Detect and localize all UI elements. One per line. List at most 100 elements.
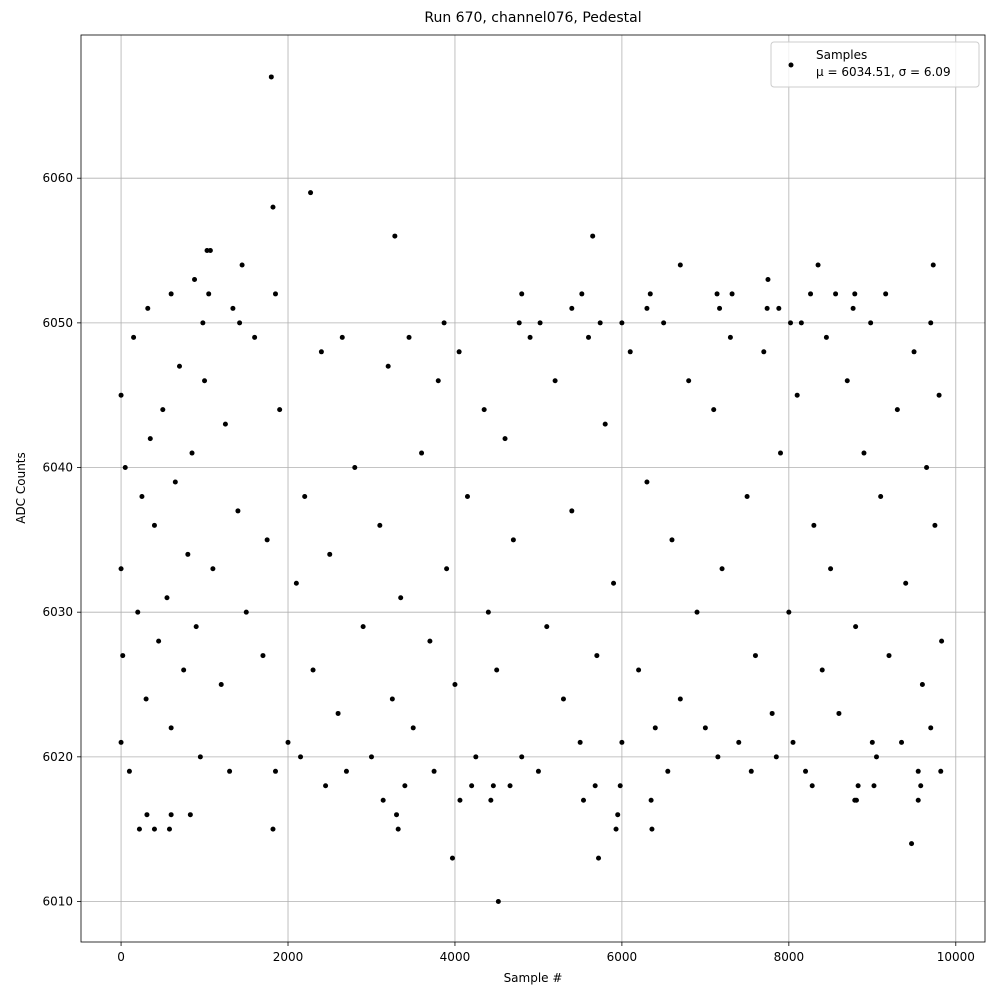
sample-point — [619, 320, 625, 326]
sample-point — [765, 276, 771, 282]
sample-point — [714, 291, 720, 297]
sample-point — [490, 783, 496, 789]
sample-point — [156, 638, 162, 644]
sample-point — [385, 363, 391, 369]
y-tick-label: 6030 — [42, 605, 73, 619]
sample-point — [769, 710, 775, 716]
sample-point — [398, 595, 404, 601]
sample-point — [648, 797, 654, 803]
sample-point — [193, 624, 199, 630]
sample-point — [252, 334, 258, 340]
sample-point — [168, 291, 174, 297]
sample-point — [669, 537, 675, 543]
sample-point — [139, 493, 145, 499]
legend-label: Samples — [816, 48, 867, 62]
sample-point — [811, 522, 817, 528]
sample-point — [909, 841, 915, 847]
sample-point — [869, 739, 875, 745]
sample-point — [488, 797, 494, 803]
sample-point — [594, 653, 600, 659]
plot-frame — [80, 34, 986, 943]
sample-point — [202, 378, 208, 384]
sample-point — [552, 378, 558, 384]
sample-point — [452, 682, 458, 688]
sample-point — [617, 783, 623, 789]
sample-point — [930, 262, 936, 268]
sample-point — [644, 305, 650, 311]
sample-point — [227, 768, 233, 774]
sample-point — [151, 826, 157, 832]
sample-point — [537, 320, 543, 326]
sample-point — [200, 320, 206, 326]
sample-point — [686, 378, 692, 384]
sample-point — [293, 580, 299, 586]
sample-point — [853, 797, 859, 803]
sample-point — [833, 291, 839, 297]
sample-point — [395, 826, 401, 832]
sample-point — [360, 624, 366, 630]
sample-point — [569, 305, 575, 311]
sample-point — [776, 305, 782, 311]
sample-point — [939, 638, 945, 644]
legend-marker — [788, 62, 794, 68]
sample-point — [327, 551, 333, 557]
sample-point — [773, 754, 779, 760]
sample-point — [711, 407, 717, 413]
sample-point — [748, 768, 754, 774]
sample-point — [285, 739, 291, 745]
sample-point — [197, 754, 203, 760]
sample-point — [590, 233, 596, 239]
sample-point — [636, 667, 642, 673]
y-tick-label: 6020 — [42, 750, 73, 764]
sample-point — [145, 305, 151, 311]
sample-point — [187, 812, 193, 818]
sample-point — [798, 320, 804, 326]
sample-point — [777, 450, 783, 456]
sample-point — [886, 653, 892, 659]
sample-point — [613, 826, 619, 832]
sample-point — [380, 797, 386, 803]
sample-point — [431, 768, 437, 774]
sample-point — [535, 768, 541, 774]
sample-point — [527, 334, 533, 340]
sample-point — [235, 508, 241, 514]
sample-point — [719, 566, 725, 572]
sample-point — [736, 739, 742, 745]
x-axis-label: Sample # — [504, 971, 563, 985]
sample-point — [502, 436, 508, 442]
sample-point — [272, 768, 278, 774]
sample-point — [481, 407, 487, 413]
sample-point — [519, 291, 525, 297]
sample-point — [268, 74, 274, 80]
sample-point — [166, 826, 172, 832]
sample-point — [579, 291, 585, 297]
x-tick-label: 10000 — [937, 950, 975, 964]
sample-point — [335, 710, 341, 716]
sample-point — [164, 595, 170, 601]
sample-point — [786, 609, 792, 615]
sample-point — [868, 320, 874, 326]
sample-point — [915, 768, 921, 774]
sample-point — [615, 812, 621, 818]
sample-point — [339, 334, 345, 340]
sample-point — [207, 248, 213, 254]
sample-point — [764, 305, 770, 311]
sample-point — [172, 479, 178, 485]
sample-point — [873, 754, 879, 760]
sample-point — [627, 349, 633, 355]
sample-point — [302, 493, 308, 499]
sample-point — [473, 754, 479, 760]
x-tick-label: 6000 — [607, 950, 638, 964]
sample-point — [510, 537, 516, 543]
sample-point — [377, 522, 383, 528]
sample-point — [343, 768, 349, 774]
sample-point — [602, 421, 608, 427]
sample-point — [192, 276, 198, 282]
sample-point — [919, 682, 925, 688]
sample-point — [855, 783, 861, 789]
sample-point — [272, 291, 278, 297]
sample-point — [144, 812, 150, 818]
sample-point — [850, 305, 856, 311]
sample-point — [649, 826, 655, 832]
